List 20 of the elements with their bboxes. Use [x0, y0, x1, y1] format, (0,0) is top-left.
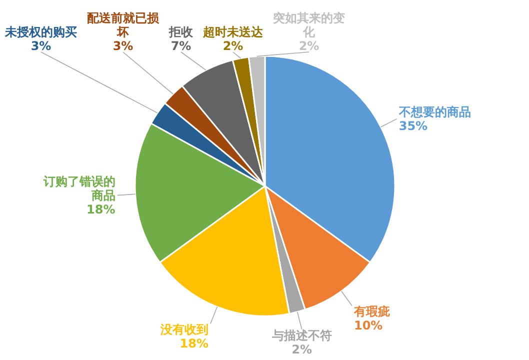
- slice-label: 没有收到: [160, 322, 209, 337]
- data-label: 10%: [354, 318, 383, 333]
- slice-label: 未授权的购买: [4, 25, 77, 39]
- slice-label: 与描述不符: [270, 328, 332, 342]
- data-label: 35%: [398, 118, 428, 133]
- slice-label: 突如其来的变化: [272, 11, 345, 39]
- data-label: 2%: [222, 39, 244, 53]
- data-label: 2%: [292, 342, 312, 356]
- slice-label: 有瑕疵: [352, 304, 390, 319]
- data-label: 18%: [180, 336, 209, 351]
- slice-label: 超时未送达: [202, 25, 264, 39]
- data-label: 3%: [112, 39, 134, 53]
- data-label: 3%: [30, 39, 52, 53]
- data-label: 18%: [86, 202, 116, 216]
- slice-label: 不想要的商品: [398, 104, 471, 119]
- slice-label: 配送前就已损坏: [87, 11, 160, 39]
- data-label: 7%: [170, 39, 192, 53]
- data-label: 2%: [298, 39, 320, 53]
- slice-label: 拒收: [168, 25, 194, 39]
- slice-label: 订购了错误的商品: [42, 174, 116, 202]
